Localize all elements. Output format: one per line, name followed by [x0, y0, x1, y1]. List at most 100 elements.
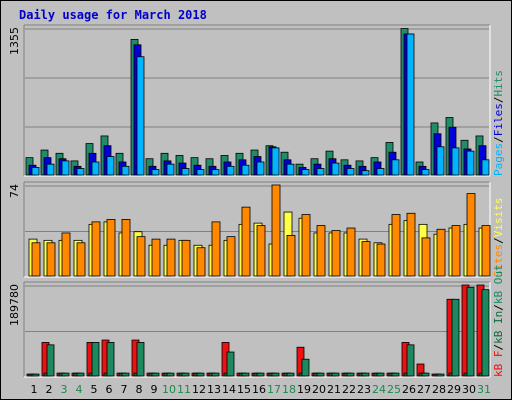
bar-kb-out-day-24 — [376, 372, 385, 377]
bar-sites-day-19 — [301, 214, 311, 277]
x-tick-label-day-23: 23 — [357, 383, 371, 396]
y-max-label: 189780 — [8, 284, 21, 326]
legend-entry: / — [492, 237, 505, 244]
bar-pages-day-26 — [406, 33, 415, 176]
bar-kb-out-day-29 — [451, 298, 460, 377]
bar-kb-out-day-14 — [226, 351, 235, 377]
bar-kb-out-day-31 — [481, 289, 490, 377]
x-tick-label-day-29: 29 — [447, 383, 461, 396]
y-max-label: 1355 — [8, 27, 21, 55]
x-tick-label-day-4: 4 — [76, 383, 83, 396]
bar-sites-day-16 — [256, 225, 266, 277]
bar-sites-day-24 — [376, 243, 386, 277]
bar-pages-day-6 — [106, 156, 115, 176]
bar-pages-day-9 — [151, 169, 160, 176]
x-tick-label-day-16: 16 — [252, 383, 266, 396]
bar-pages-day-27 — [421, 169, 430, 176]
bar-pages-day-22 — [346, 168, 355, 176]
bar-pages-day-2 — [46, 163, 55, 176]
legend-entry: / — [492, 304, 505, 311]
bar-pages-day-12 — [196, 169, 205, 176]
bar-kb-out-day-17 — [271, 372, 280, 377]
bar-sites-day-25 — [391, 214, 401, 277]
x-tick-label-day-31: 31 — [477, 383, 491, 396]
bar-pages-day-5 — [91, 161, 100, 176]
bar-kb-out-day-30 — [466, 286, 475, 377]
bar-sites-day-4 — [76, 242, 86, 277]
bar-sites-day-3 — [61, 232, 71, 277]
bar-kb-out-day-25 — [391, 372, 400, 377]
bar-kb-out-day-18 — [286, 372, 295, 377]
x-tick-label-day-20: 20 — [312, 383, 326, 396]
bar-sites-day-23 — [361, 241, 371, 277]
bar-sites-day-2 — [46, 242, 56, 277]
legend-entry: Hits — [492, 70, 505, 97]
bar-kb-out-day-9 — [151, 372, 160, 377]
x-tick-label-day-5: 5 — [91, 383, 98, 396]
bar-sites-day-11 — [181, 239, 191, 277]
bar-kb-out-day-11 — [181, 372, 190, 377]
bar-sites-day-14 — [226, 236, 236, 277]
bar-kb-out-day-13 — [211, 372, 220, 377]
bar-sites-day-29 — [451, 225, 461, 277]
legend-entry: / — [492, 97, 505, 104]
x-tick-label-day-15: 15 — [237, 383, 251, 396]
x-tick-label-day-10: 10 — [162, 383, 176, 396]
bar-sites-day-9 — [151, 238, 161, 277]
bar-sites-day-31 — [481, 225, 491, 277]
bar-sites-day-21 — [331, 230, 341, 277]
bar-kb-out-day-19 — [301, 358, 310, 377]
legend-entry: kB In — [492, 311, 505, 344]
bar-kb-out-day-10 — [166, 372, 175, 377]
bar-kb-out-day-6 — [106, 342, 115, 377]
bar-pages-day-14 — [226, 165, 235, 176]
bar-pages-day-24 — [376, 168, 385, 176]
bar-sites-day-30 — [466, 193, 476, 277]
bar-kb-out-day-20 — [316, 372, 325, 377]
bar-pages-day-13 — [211, 169, 220, 176]
bar-kb-out-day-23 — [361, 372, 370, 377]
bar-pages-day-19 — [301, 169, 310, 176]
x-tick-label-day-24: 24 — [372, 383, 386, 396]
legend-entry: Sites — [492, 244, 505, 277]
legend-entry: / — [492, 136, 505, 143]
bar-kb-out-day-3 — [61, 372, 70, 377]
bar-pages-day-1 — [31, 167, 40, 176]
x-tick-label-day-28: 28 — [432, 383, 446, 396]
bar-pages-day-29 — [451, 147, 460, 176]
bar-pages-day-28 — [436, 146, 445, 176]
bar-kb-out-day-15 — [241, 372, 250, 377]
bar-pages-day-17 — [271, 147, 280, 176]
x-tick-label-day-8: 8 — [136, 383, 143, 396]
x-tick-label-day-18: 18 — [282, 383, 296, 396]
bar-pages-day-23 — [361, 170, 370, 176]
legend-entry: / — [492, 344, 505, 351]
bar-sites-day-6 — [106, 219, 116, 277]
legend-visits-sites: Sites/Visits — [492, 198, 505, 278]
bar-sites-day-8 — [136, 236, 146, 277]
legend-entry: Visits — [492, 198, 505, 238]
bar-kb-out-day-4 — [76, 372, 85, 377]
x-tick-label-day-6: 6 — [106, 383, 113, 396]
bar-kb-out-day-22 — [346, 372, 355, 377]
x-tick-label-day-7: 7 — [121, 383, 128, 396]
legend-entry: kB Out — [492, 264, 505, 304]
bar-pages-day-16 — [256, 161, 265, 176]
bar-pages-day-10 — [166, 163, 175, 176]
legend-entry: Files — [492, 103, 505, 136]
y-max-label: 74 — [8, 184, 21, 198]
x-tick-label-day-12: 12 — [192, 383, 206, 396]
bar-pages-day-11 — [181, 168, 190, 176]
x-tick-label-day-1: 1 — [31, 383, 38, 396]
bar-sites-day-10 — [166, 238, 176, 277]
legend-hits-files-pages: Pages/Files/Hits — [492, 70, 505, 176]
bar-pages-day-3 — [61, 160, 70, 176]
bar-kb-out-day-8 — [136, 342, 145, 377]
bar-pages-day-25 — [391, 159, 400, 176]
x-tick-label-day-21: 21 — [327, 383, 341, 396]
chart-title: Daily usage for March 2018 — [19, 8, 207, 22]
bar-sites-day-17 — [271, 184, 281, 277]
x-tick-label-day-14: 14 — [222, 383, 236, 396]
bar-kb-out-day-12 — [196, 372, 205, 377]
